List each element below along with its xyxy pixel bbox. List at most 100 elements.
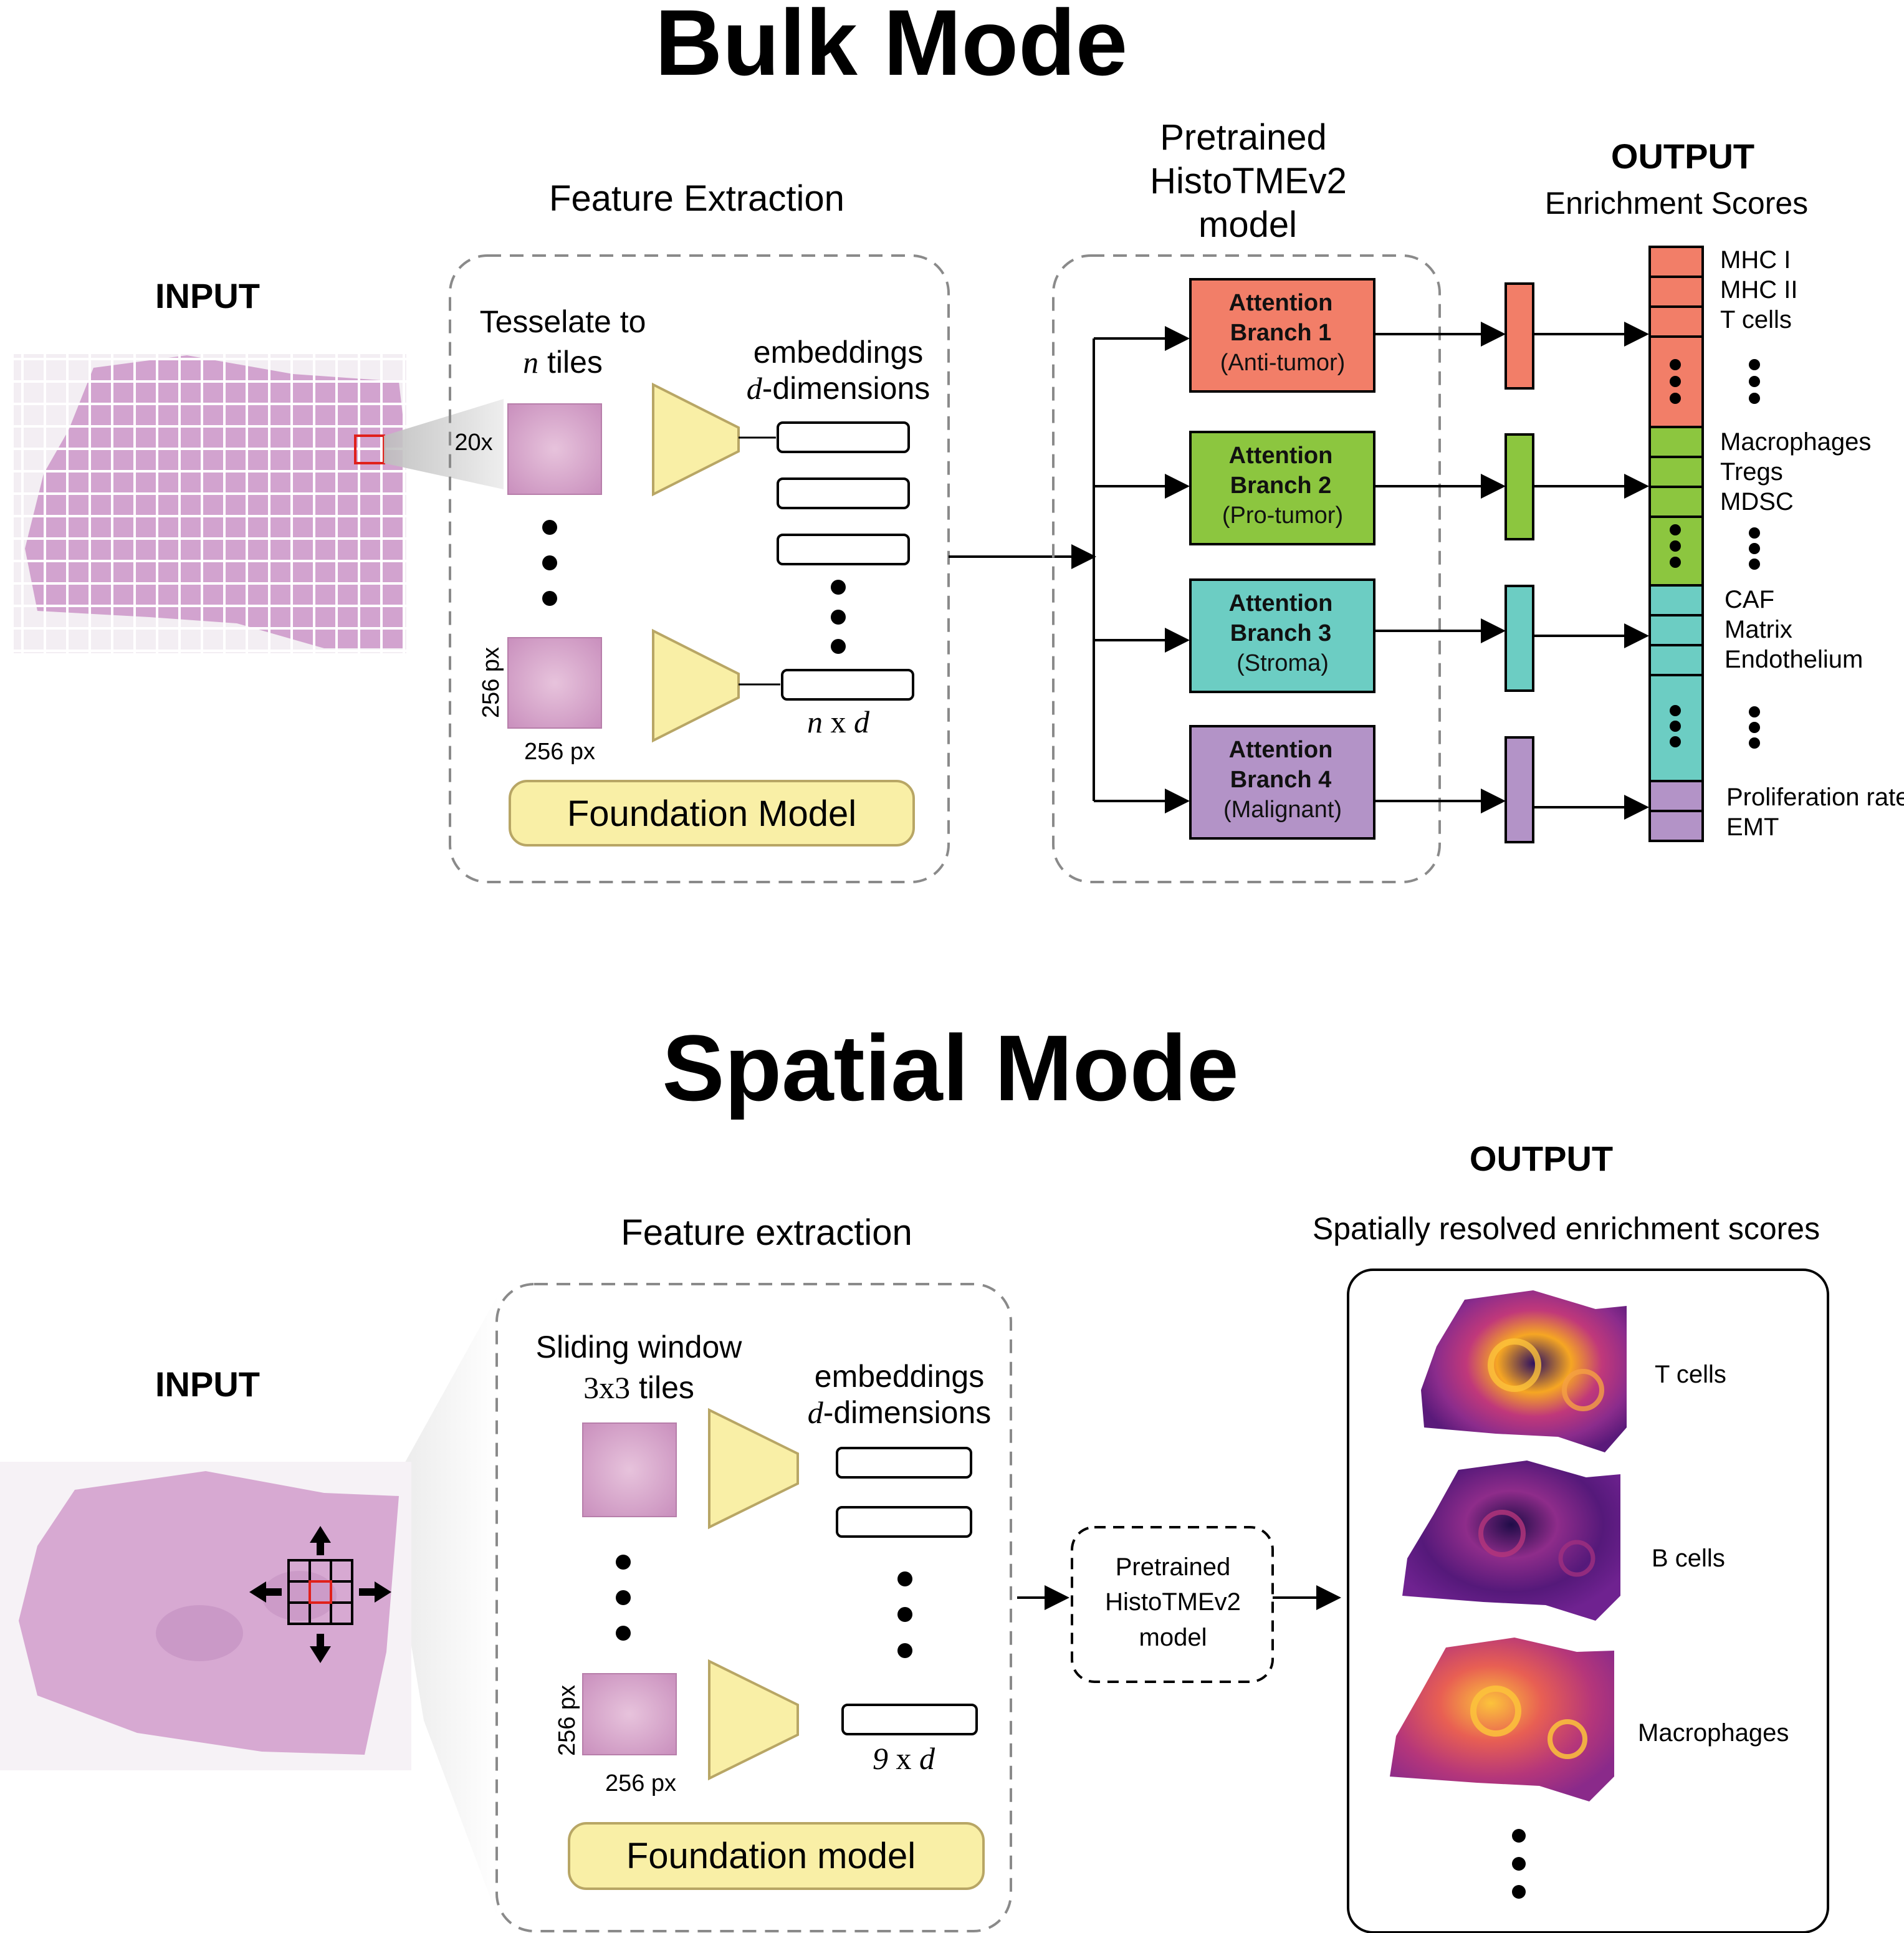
spatial-model-label-2: HistoTMEv2 <box>1105 1588 1241 1616</box>
branch-vector-3 <box>1505 585 1534 692</box>
spatial-model-box <box>1071 1526 1274 1683</box>
branch-vector-4 <box>1505 736 1534 843</box>
embedding-dots <box>831 580 846 654</box>
tile-width-label: 256 px <box>605 1770 676 1796</box>
score-label: Macrophages <box>1720 428 1871 456</box>
tile-height-label: 256 px <box>554 1685 580 1756</box>
tile-width-label: 256 px <box>524 739 595 765</box>
bulk-input-label: INPUT <box>155 276 260 315</box>
embeddings-dim-label: d-dimensions <box>808 1395 992 1430</box>
bulk-model-title-1: Pretrained <box>1160 117 1327 158</box>
spatial-zoom-cone <box>386 1293 499 1920</box>
tile-image-top <box>582 1422 677 1517</box>
score-label: Tregs <box>1720 458 1783 486</box>
branch-connectors <box>1093 326 1190 813</box>
svg-text:Attention: Attention <box>1229 737 1333 763</box>
tesselate-label: Tesselate to <box>480 304 646 339</box>
embeddings-dim-label: d-dimensions <box>747 371 930 406</box>
svg-text:(Malignant): (Malignant) <box>1223 797 1342 823</box>
tile-image-bottom <box>507 637 602 729</box>
zoom-label: 20x <box>454 429 492 456</box>
direction-arrows <box>249 1526 391 1663</box>
svg-text:(Pro-tumor): (Pro-tumor) <box>1222 502 1343 529</box>
heatmap-t-cells <box>1421 1290 1627 1452</box>
attention-branch-3: Attention Branch 3 (Stroma) <box>1189 578 1375 693</box>
spatial-model-label-1: Pretrained <box>1116 1553 1231 1581</box>
bulk-feature-extraction-label: Feature Extraction <box>549 178 844 219</box>
svg-text:Branch 3: Branch 3 <box>1230 620 1332 646</box>
heatmap-label-t-cells: T cells <box>1655 1361 1726 1388</box>
heatmap-label-b-cells: B cells <box>1652 1545 1725 1572</box>
bulk-tissue-slide <box>14 354 406 653</box>
heatmap-label-macrophages: Macrophages <box>1638 1719 1789 1747</box>
sliding-window-grid <box>287 1559 353 1625</box>
encoder-bottom <box>652 628 740 743</box>
svg-text:Branch 2: Branch 2 <box>1230 472 1332 499</box>
tesselate-label-2: n tiles <box>523 345 603 380</box>
tile-image-bottom <box>582 1673 677 1755</box>
svg-text:Branch 1: Branch 1 <box>1230 320 1332 346</box>
bulk-title: Bulk Mode <box>655 0 1127 95</box>
embeddings-label: embeddings <box>753 335 923 370</box>
embedding-vector <box>777 421 910 453</box>
bulk-output-subtitle: Enrichment Scores <box>1545 186 1808 221</box>
score-column-dots <box>1670 359 1760 749</box>
embedding-vector <box>777 477 910 509</box>
svg-text:Attention: Attention <box>1229 290 1333 316</box>
svg-text:(Anti-tumor): (Anti-tumor) <box>1220 350 1346 376</box>
foundation-model-box <box>509 780 915 847</box>
encoder-top <box>708 1408 799 1530</box>
bulk-model-title-3: model <box>1198 204 1297 245</box>
foundation-model-box <box>568 1822 985 1890</box>
score-label: Matrix <box>1725 616 1792 643</box>
bulk-model-box <box>1052 254 1441 883</box>
output-dots <box>1512 1829 1526 1899</box>
spatial-output-label: OUTPUT <box>1470 1139 1613 1178</box>
embedding-vector <box>777 534 910 565</box>
zoom-cone <box>384 399 504 489</box>
bulk-feature-box <box>449 254 950 883</box>
embedding-vector <box>836 1447 972 1479</box>
foundation-model-label: Foundation Model <box>567 794 856 834</box>
score-label: Proliferation rate <box>1726 784 1904 811</box>
tile-dots <box>616 1555 631 1641</box>
score-label: MDSC <box>1720 488 1794 516</box>
spatial-feature-box <box>495 1283 1012 1932</box>
sliding-window-label-2: 3x3 tiles <box>583 1370 694 1405</box>
bulk-model-title-2: HistoTMEv2 <box>1150 161 1347 201</box>
bulk-output-label: OUTPUT <box>1611 137 1754 176</box>
attention-branch-2: Attention Branch 2 (Pro-tumor) <box>1189 431 1375 545</box>
spatial-model-label-3: model <box>1139 1624 1207 1651</box>
tile-height-label: 256 px <box>478 647 504 718</box>
attention-branch-4: Attention Branch 4 (Malignant) <box>1189 725 1375 840</box>
svg-text:Attention: Attention <box>1229 590 1333 616</box>
foundation-model-label: Foundation model <box>626 1836 916 1876</box>
score-label: T cells <box>1720 306 1792 333</box>
embedding-vector <box>841 1704 978 1735</box>
spatial-output-subtitle: Spatially resolved enrichment scores <box>1313 1211 1820 1246</box>
encoder-top <box>652 382 740 497</box>
spatial-title: Spatial Mode <box>662 1015 1238 1120</box>
svg-text:(Stroma): (Stroma) <box>1237 650 1329 676</box>
branch-vector-1 <box>1505 282 1534 390</box>
score-label: EMT <box>1726 813 1779 841</box>
spatial-feature-extraction-label: Feature extraction <box>621 1212 912 1253</box>
embeddings-label: embeddings <box>815 1359 984 1394</box>
tile-image-top <box>507 403 602 495</box>
encoder-bottom <box>708 1659 799 1781</box>
branch-vector-2 <box>1505 433 1534 540</box>
score-label: MHC II <box>1720 276 1797 304</box>
matrix-size-label: 9 x d <box>873 1741 935 1776</box>
score-label: MHC I <box>1720 246 1791 274</box>
score-label: CAF <box>1725 586 1774 613</box>
heatmap-b-cells <box>1402 1461 1620 1621</box>
svg-text:Attention: Attention <box>1229 443 1333 469</box>
spatial-tissue-slide <box>0 1462 411 1770</box>
svg-text:Branch 4: Branch 4 <box>1230 767 1332 793</box>
branch-output-arrows <box>1374 322 1649 820</box>
enrichment-score-column <box>1648 246 1704 842</box>
embedding-vector <box>781 669 914 701</box>
spatial-input-label: INPUT <box>155 1365 260 1404</box>
embedding-dots <box>897 1571 912 1658</box>
heatmap-macrophages <box>1390 1638 1614 1801</box>
